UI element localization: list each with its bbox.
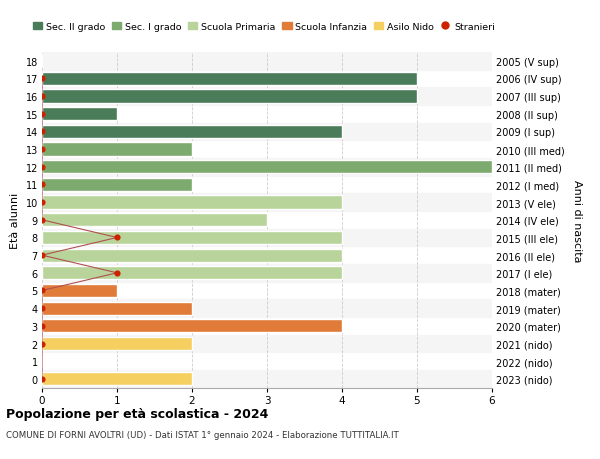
- Bar: [42, 90, 417, 103]
- Point: [37, 199, 47, 207]
- Point: [37, 217, 47, 224]
- Point: [37, 76, 47, 83]
- Point: [112, 234, 122, 241]
- Bar: [42, 335, 492, 353]
- Point: [112, 269, 122, 277]
- Point: [37, 129, 47, 136]
- Bar: [42, 372, 192, 386]
- Bar: [42, 123, 492, 141]
- Bar: [42, 249, 342, 262]
- Bar: [42, 73, 417, 86]
- Bar: [42, 284, 117, 297]
- Point: [37, 164, 47, 171]
- Bar: [42, 194, 492, 212]
- Bar: [42, 267, 342, 280]
- Point: [37, 93, 47, 101]
- Point: [37, 111, 47, 118]
- Point: [37, 287, 47, 295]
- Bar: [42, 196, 342, 209]
- Text: Popolazione per età scolastica - 2024: Popolazione per età scolastica - 2024: [6, 407, 268, 420]
- Y-axis label: Età alunni: Età alunni: [10, 192, 20, 248]
- Bar: [42, 143, 192, 157]
- Bar: [42, 319, 342, 333]
- Point: [37, 340, 47, 347]
- Bar: [42, 231, 342, 245]
- Bar: [42, 125, 342, 139]
- Bar: [42, 88, 492, 106]
- Bar: [42, 337, 192, 350]
- Point: [37, 305, 47, 312]
- Bar: [42, 302, 192, 315]
- Bar: [42, 214, 267, 227]
- Bar: [42, 300, 492, 317]
- Bar: [42, 229, 492, 247]
- Bar: [42, 53, 492, 70]
- Point: [37, 181, 47, 189]
- Point: [37, 146, 47, 153]
- Text: COMUNE DI FORNI AVOLTRI (UD) - Dati ISTAT 1° gennaio 2024 - Elaborazione TUTTITA: COMUNE DI FORNI AVOLTRI (UD) - Dati ISTA…: [6, 430, 399, 439]
- Point: [37, 375, 47, 383]
- Point: [37, 323, 47, 330]
- Bar: [42, 108, 117, 121]
- Bar: [42, 161, 492, 174]
- Bar: [42, 264, 492, 282]
- Point: [37, 252, 47, 259]
- Bar: [42, 370, 492, 388]
- Legend: Sec. II grado, Sec. I grado, Scuola Primaria, Scuola Infanzia, Asilo Nido, Stran: Sec. II grado, Sec. I grado, Scuola Prim…: [29, 19, 499, 35]
- Bar: [42, 179, 192, 192]
- Y-axis label: Anni di nascita: Anni di nascita: [572, 179, 581, 262]
- Bar: [42, 159, 492, 176]
